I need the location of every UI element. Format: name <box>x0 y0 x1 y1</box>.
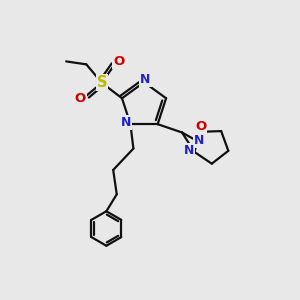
Text: O: O <box>75 92 86 105</box>
Text: N: N <box>121 116 131 129</box>
Text: N: N <box>184 144 194 157</box>
Text: N: N <box>194 134 205 147</box>
Text: N: N <box>140 74 151 86</box>
Text: O: O <box>195 120 206 133</box>
Text: S: S <box>97 75 107 90</box>
Text: O: O <box>113 55 124 68</box>
